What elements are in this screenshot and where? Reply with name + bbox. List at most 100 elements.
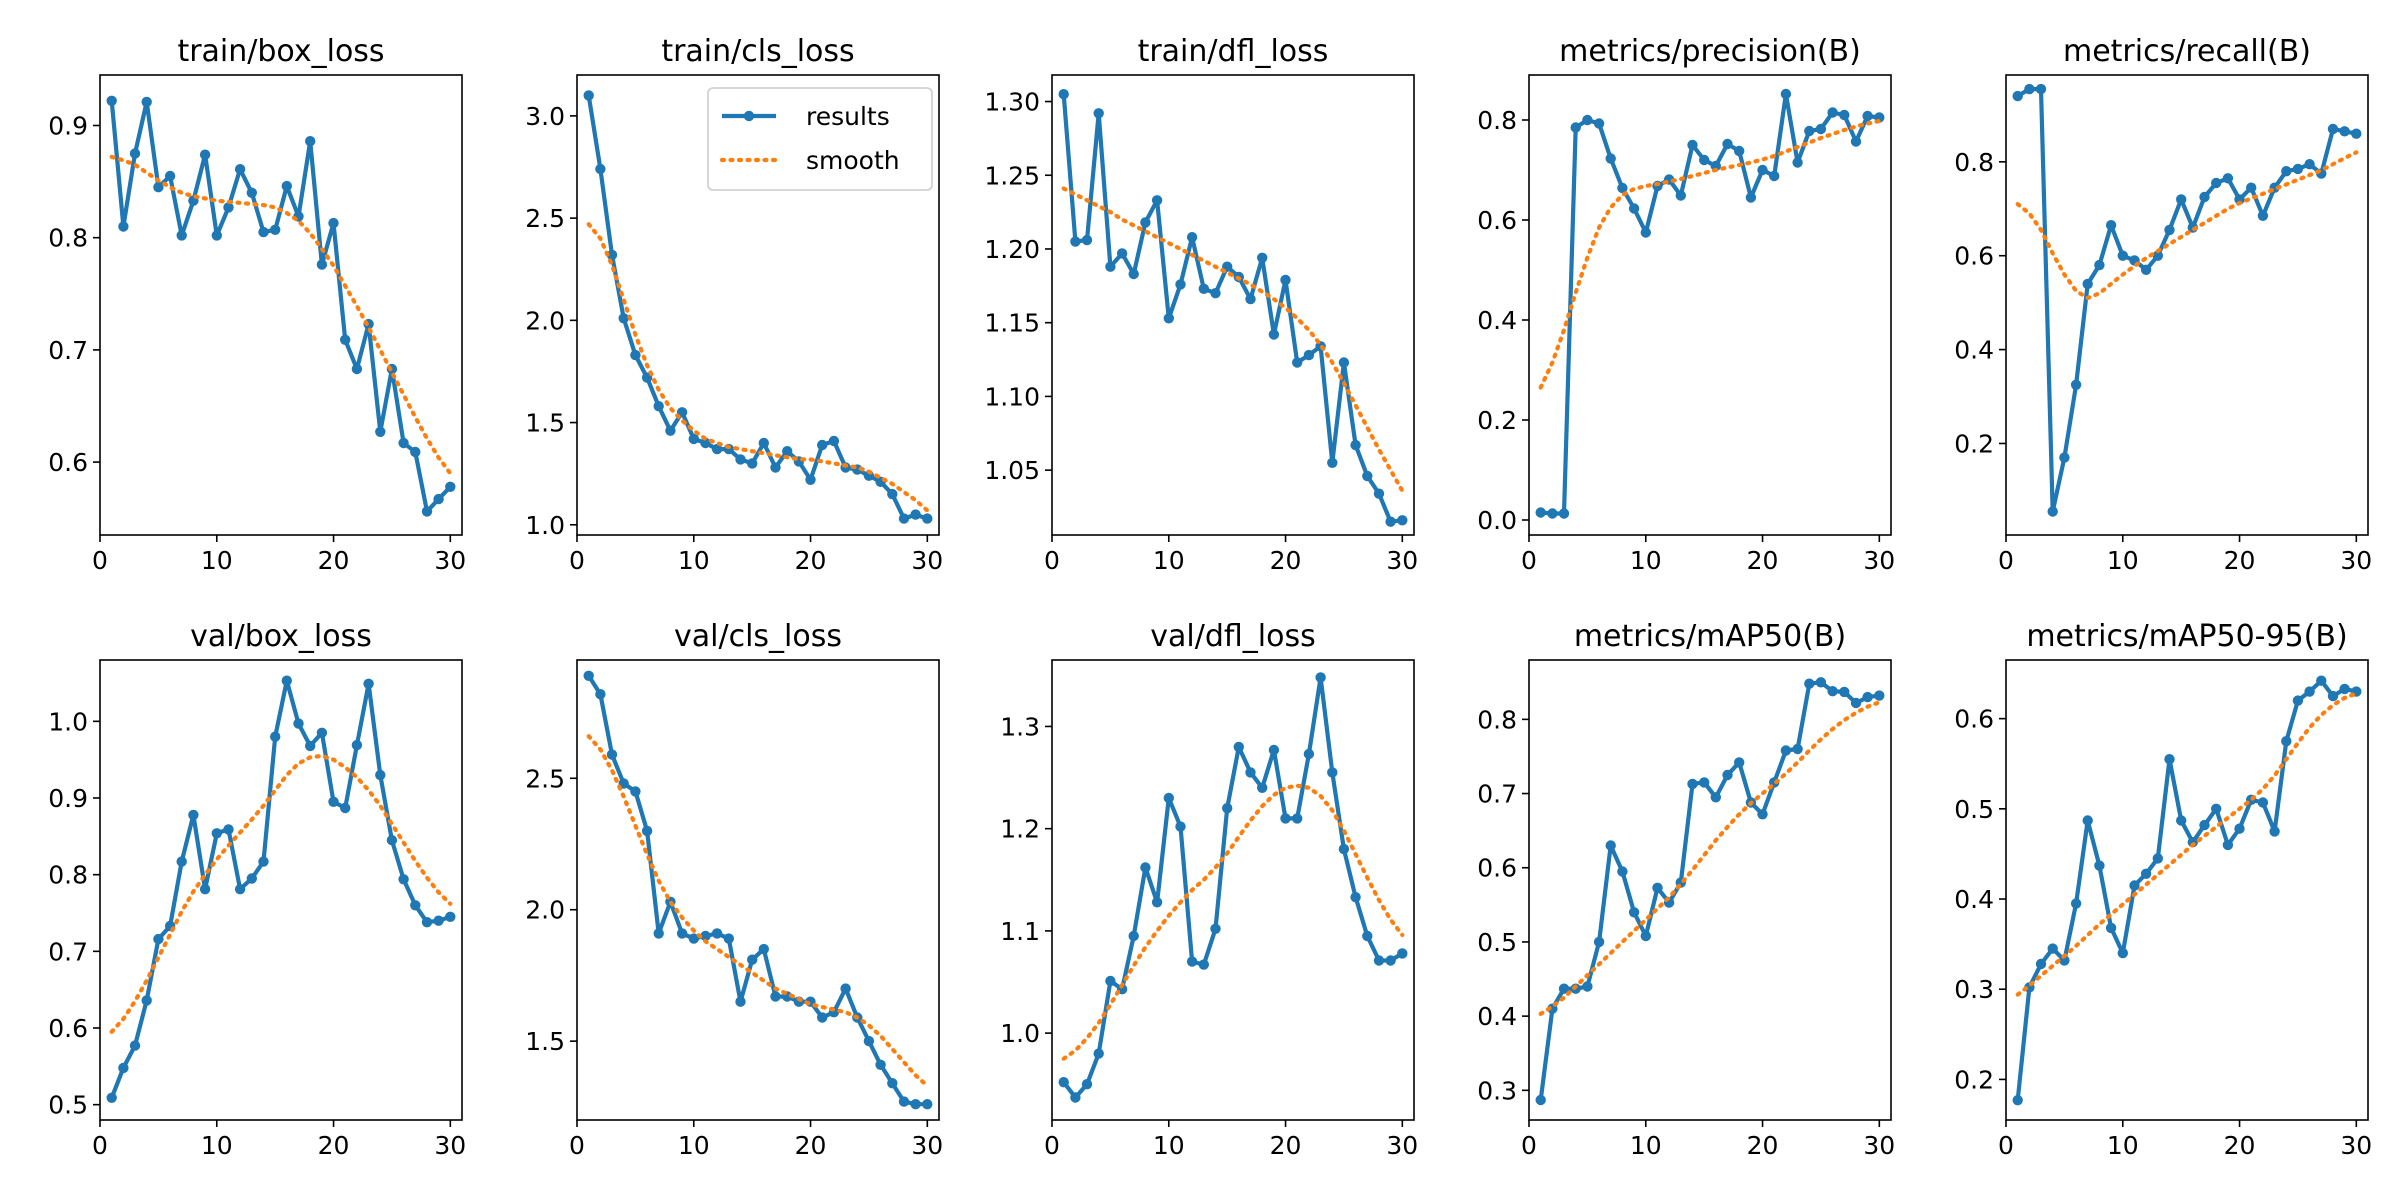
results-point — [1315, 672, 1326, 683]
results-point — [1116, 248, 1128, 259]
results-point — [258, 226, 269, 238]
results-point — [2012, 90, 2023, 102]
panel-title: metrics/mAP50-95(B) — [2026, 619, 2347, 654]
results-point — [1780, 88, 1792, 100]
panel-title: metrics/precision(B) — [1559, 34, 1861, 69]
axes-frame — [1528, 74, 1892, 536]
legend: results smooth — [707, 87, 933, 191]
results-point — [375, 426, 386, 437]
results-point — [445, 481, 456, 492]
results-point — [176, 230, 187, 241]
y-tick-label: 1.30 — [984, 88, 1040, 117]
results-point — [1373, 488, 1385, 499]
y-tick-label: 0.3 — [1477, 1076, 1517, 1105]
results-point — [270, 224, 281, 235]
results-point — [1687, 778, 1698, 790]
results-point — [2105, 922, 2117, 934]
results-point — [1140, 862, 1151, 873]
y-tick-label: 0.6 — [1954, 705, 1994, 734]
results-point — [270, 731, 281, 742]
y-tick-label: 0.0 — [1477, 506, 1517, 535]
results-point — [2246, 182, 2257, 193]
results-point — [2152, 853, 2163, 864]
results-point — [1268, 329, 1280, 340]
results-point — [1093, 108, 1104, 119]
results-point — [1245, 293, 1256, 305]
panel-title: metrics/mAP50(B) — [1574, 619, 1846, 654]
results-point — [2047, 506, 2058, 517]
y-tick-label: 1.2 — [1000, 815, 1040, 844]
results-point — [922, 1099, 933, 1110]
y-tick-label: 0.9 — [48, 111, 88, 140]
results-point — [2199, 191, 2210, 203]
y-tick-label: 0.7 — [1477, 780, 1517, 809]
x-tick-label: 30 — [1863, 546, 1895, 575]
y-tick-label: 0.5 — [48, 1091, 88, 1120]
panel-title: train/dfl_loss — [1138, 34, 1329, 69]
y-tick-label: 0.4 — [1954, 885, 1994, 914]
results-point — [618, 313, 629, 324]
panel-title: val/dfl_loss — [1150, 619, 1315, 654]
x-tick-label: 20 — [318, 1131, 350, 1160]
results-point — [375, 769, 386, 781]
panel-val-dfl-loss: val/dfl_loss 0 10 20 30 1.0 1.1 1.2 1.3 — [1000, 619, 1418, 1160]
results-point — [2292, 163, 2304, 175]
panel-title: train/box_loss — [177, 34, 384, 69]
results-point — [828, 435, 840, 447]
results-point — [653, 928, 664, 939]
results-point — [340, 802, 351, 814]
results-point — [1338, 357, 1350, 368]
results-point — [747, 458, 758, 469]
smooth-line — [1538, 118, 1882, 390]
results-point — [2117, 947, 2128, 959]
results-point — [1292, 357, 1303, 368]
x-tick-label: 0 — [1044, 546, 1060, 575]
results-point — [1593, 118, 1605, 129]
results-point — [1558, 983, 1570, 994]
y-tick-label: 1.25 — [984, 161, 1040, 190]
results-point — [1397, 948, 1408, 959]
results-point — [606, 249, 618, 261]
results-point — [641, 825, 653, 837]
x-tick-label: 30 — [911, 546, 943, 575]
smooth-line — [2015, 691, 2359, 997]
results-point — [665, 425, 676, 436]
x-tick-label: 0 — [1998, 546, 2014, 575]
y-tick-label: 0.8 — [48, 224, 88, 253]
results-point — [1535, 1094, 1546, 1106]
results-point — [735, 996, 746, 1007]
results-point — [2257, 210, 2269, 221]
results-point — [863, 1035, 875, 1047]
x-tick-label: 30 — [1863, 1131, 1895, 1160]
results-point — [1582, 114, 1593, 126]
results-point — [1373, 955, 1385, 966]
results-point — [2117, 250, 2128, 261]
results-point — [1628, 203, 1640, 214]
results-point — [1222, 803, 1233, 814]
results-point — [2082, 278, 2093, 290]
results-point — [817, 1012, 828, 1023]
results-point — [1699, 154, 1710, 166]
results-point — [875, 1059, 886, 1071]
x-tick-label: 30 — [911, 1131, 943, 1160]
results-point — [1303, 748, 1315, 760]
results-point — [316, 259, 328, 270]
results-point — [1186, 956, 1198, 967]
results-point — [1570, 122, 1581, 133]
x-tick-label: 10 — [1153, 546, 1185, 575]
results-point — [234, 884, 246, 895]
results-point — [316, 727, 328, 738]
results-point — [188, 809, 199, 821]
results-point — [1699, 777, 1710, 788]
results-point — [2047, 943, 2058, 954]
results-point — [2339, 683, 2350, 695]
y-tick-label: 1.0 — [1000, 1019, 1040, 1048]
results-point — [328, 217, 339, 229]
results-point — [1128, 268, 1139, 280]
smooth-line — [586, 734, 930, 1088]
results-point — [1850, 697, 1862, 709]
results-point — [2105, 220, 2117, 231]
x-tick-label: 20 — [318, 546, 350, 575]
results-point — [2094, 259, 2105, 271]
results-point — [770, 462, 781, 473]
